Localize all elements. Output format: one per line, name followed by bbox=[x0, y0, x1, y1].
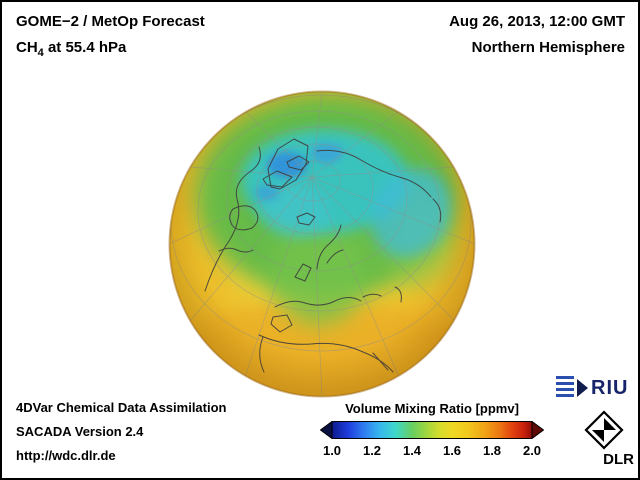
colorbar-tick: 1.6 bbox=[442, 443, 462, 458]
colorbar-arrow-right-icon bbox=[531, 421, 544, 439]
riu-logo: RIU bbox=[556, 376, 628, 400]
riu-logo-text: RIU bbox=[591, 376, 629, 399]
species-prefix: CH bbox=[16, 39, 38, 56]
colorbar-title: Volume Mixing Ratio [ppmv] bbox=[345, 401, 519, 416]
colorbar bbox=[320, 421, 544, 439]
species-subscript: 4 bbox=[37, 47, 44, 59]
plot-species-level: CH4 at 55.4 hPa bbox=[16, 40, 205, 61]
colorbar-arrow-left-icon bbox=[320, 421, 333, 439]
plot-title: GOME−2 / MetOp Forecast bbox=[16, 13, 205, 30]
dlr-logo: DLR bbox=[572, 410, 636, 468]
footer-url: http://wdc.dlr.de bbox=[16, 448, 116, 463]
header-right: Aug 26, 2013, 12:00 GMT Northern Hemisph… bbox=[449, 14, 625, 55]
riu-triangle-icon bbox=[577, 379, 588, 397]
colorbar-ticks: 1.0 1.2 1.4 1.6 1.8 2.0 bbox=[320, 443, 544, 459]
dlr-emblem-icon bbox=[584, 410, 624, 450]
footer-assimilation: 4DVar Chemical Data Assimilation bbox=[16, 400, 227, 415]
footer-version: SACADA Version 2.4 bbox=[16, 424, 144, 439]
species-suffix: at 55.4 hPa bbox=[43, 39, 127, 56]
colorbar-block: Volume Mixing Ratio [ppmv] 1.0 1.2 1.4 1… bbox=[320, 401, 544, 459]
plot-region: Northern Hemisphere bbox=[471, 39, 625, 56]
plot-datetime: Aug 26, 2013, 12:00 GMT bbox=[449, 13, 625, 30]
colorbar-tick: 2.0 bbox=[522, 443, 542, 458]
globe-map bbox=[167, 89, 477, 399]
colorbar-gradient-bar bbox=[331, 421, 533, 439]
colorbar-tick: 1.0 bbox=[322, 443, 342, 458]
riu-stripes-icon bbox=[556, 376, 574, 400]
header-left: GOME−2 / MetOp Forecast CH4 at 55.4 hPa bbox=[16, 14, 205, 61]
footer-credits: 4DVar Chemical Data Assimilation SACADA … bbox=[16, 401, 227, 473]
colorbar-tick: 1.4 bbox=[402, 443, 422, 458]
globe-limb bbox=[168, 90, 476, 398]
globe-svg bbox=[168, 90, 476, 398]
colorbar-tick: 1.8 bbox=[482, 443, 502, 458]
dlr-logo-text: DLR bbox=[603, 451, 634, 468]
colorbar-tick: 1.2 bbox=[362, 443, 382, 458]
globe-limb-shade bbox=[169, 91, 475, 397]
